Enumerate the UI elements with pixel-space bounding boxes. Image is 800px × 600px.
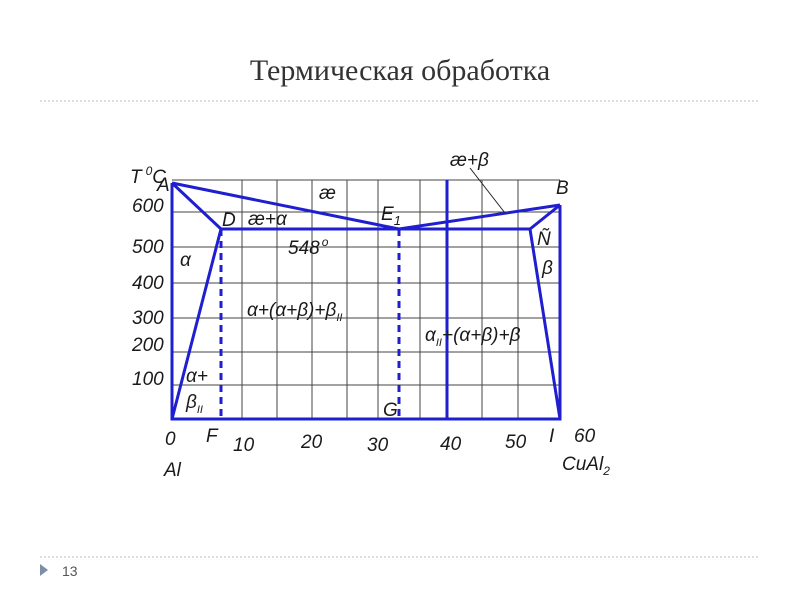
x-tick-label: F	[206, 426, 219, 447]
point-label: Ñ	[537, 228, 551, 250]
region-label: 548 o	[288, 235, 329, 259]
x-tick-label: I	[549, 426, 555, 447]
labels: T 0C 600 500 400 300 200 100 0 F 10 20 30…	[130, 150, 610, 481]
region-label: æ	[319, 183, 336, 204]
phase-lines	[170, 167, 562, 421]
x-end-label: CuAl2	[562, 454, 610, 478]
x-tick-label: 30	[367, 435, 389, 456]
point-label: A	[156, 175, 170, 196]
x-tick-label: 50	[505, 432, 527, 453]
x-tick-label: 0	[165, 429, 176, 450]
slide-title: Термическая обработка	[250, 54, 550, 87]
y-unit: T 0C	[130, 164, 166, 188]
region-label: β	[541, 258, 553, 279]
x-tick-label: 20	[300, 432, 323, 453]
region-label: α+	[186, 366, 208, 387]
y-tick-label: 300	[132, 308, 164, 329]
region-label: α	[180, 250, 192, 271]
region-label: æ+α	[248, 209, 288, 230]
x-end-label: Al	[163, 460, 182, 481]
region-label: α+(α+β)+βII	[247, 300, 342, 324]
bullet	[40, 564, 48, 576]
point-label: G	[383, 400, 398, 421]
y-tick-label: 100	[132, 369, 164, 390]
y-tick-label: 500	[132, 237, 164, 258]
region-label: æ+β	[450, 150, 489, 171]
y-tick-label: 200	[131, 335, 164, 356]
grid	[172, 179, 560, 419]
slide-number: 13	[62, 563, 78, 579]
x-tick-label: 60	[574, 426, 596, 447]
region-label: βII	[185, 392, 203, 416]
point-label: D	[222, 210, 236, 231]
point-label: E1	[381, 204, 401, 228]
x-tick-label: 10	[233, 435, 255, 456]
point-label: B	[556, 178, 569, 199]
x-tick-label: 40	[440, 434, 462, 455]
region-label: αII+(α+β)+β	[425, 325, 521, 349]
y-tick-label: 600	[132, 196, 164, 217]
y-tick-label: 400	[132, 273, 164, 294]
